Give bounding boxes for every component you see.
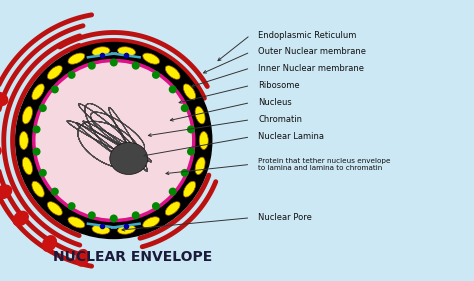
Text: Ribosome: Ribosome <box>258 81 300 90</box>
Ellipse shape <box>34 60 194 221</box>
Ellipse shape <box>68 217 85 228</box>
Ellipse shape <box>0 92 9 106</box>
Ellipse shape <box>47 202 62 215</box>
Ellipse shape <box>22 106 32 124</box>
Ellipse shape <box>32 84 44 100</box>
Circle shape <box>110 58 118 67</box>
Text: Protein that tether nucleus envelope
to lamina and lamina to chromatin: Protein that tether nucleus envelope to … <box>258 158 391 171</box>
Circle shape <box>132 62 140 70</box>
Ellipse shape <box>199 132 208 149</box>
Circle shape <box>181 104 189 112</box>
Ellipse shape <box>195 106 205 124</box>
Ellipse shape <box>22 157 32 175</box>
Text: Nucleus: Nucleus <box>258 98 292 107</box>
Circle shape <box>51 188 59 196</box>
Ellipse shape <box>165 66 180 79</box>
Text: NUCLEAR ENVELOPE: NUCLEAR ENVELOPE <box>53 250 212 264</box>
Circle shape <box>169 85 177 93</box>
Circle shape <box>187 148 195 156</box>
Ellipse shape <box>75 249 90 267</box>
Circle shape <box>88 62 96 70</box>
Circle shape <box>169 188 177 196</box>
Circle shape <box>33 125 41 133</box>
Circle shape <box>68 71 75 79</box>
Ellipse shape <box>42 235 57 252</box>
Ellipse shape <box>183 181 196 197</box>
Circle shape <box>68 202 75 210</box>
Ellipse shape <box>92 47 110 56</box>
Ellipse shape <box>16 42 212 239</box>
Circle shape <box>33 148 41 156</box>
Circle shape <box>39 169 47 177</box>
Circle shape <box>152 202 160 210</box>
Text: Inner Nuclear membrane: Inner Nuclear membrane <box>258 64 365 72</box>
Circle shape <box>51 85 59 93</box>
Text: Outer Nuclear membrane: Outer Nuclear membrane <box>258 47 366 56</box>
Ellipse shape <box>165 202 180 215</box>
Text: Nuclear Lamina: Nuclear Lamina <box>258 132 324 141</box>
Circle shape <box>181 169 189 177</box>
Circle shape <box>39 104 47 112</box>
Ellipse shape <box>12 211 29 226</box>
Ellipse shape <box>183 84 196 100</box>
Ellipse shape <box>110 142 148 175</box>
Text: Chromatin: Chromatin <box>258 115 302 124</box>
Ellipse shape <box>118 47 136 56</box>
Circle shape <box>132 211 140 219</box>
Text: Endoplasmic Reticulum: Endoplasmic Reticulum <box>258 31 357 40</box>
Ellipse shape <box>32 181 44 197</box>
Ellipse shape <box>0 184 12 199</box>
Ellipse shape <box>92 225 110 234</box>
Ellipse shape <box>143 53 160 64</box>
Ellipse shape <box>0 144 2 158</box>
Ellipse shape <box>143 217 160 228</box>
Circle shape <box>110 214 118 223</box>
Ellipse shape <box>195 157 205 175</box>
Circle shape <box>152 71 160 79</box>
Circle shape <box>187 125 195 133</box>
Ellipse shape <box>19 132 28 149</box>
Circle shape <box>88 211 96 219</box>
Ellipse shape <box>68 53 85 64</box>
Text: Nuclear Pore: Nuclear Pore <box>258 213 312 222</box>
Ellipse shape <box>118 225 136 234</box>
Ellipse shape <box>47 66 62 79</box>
